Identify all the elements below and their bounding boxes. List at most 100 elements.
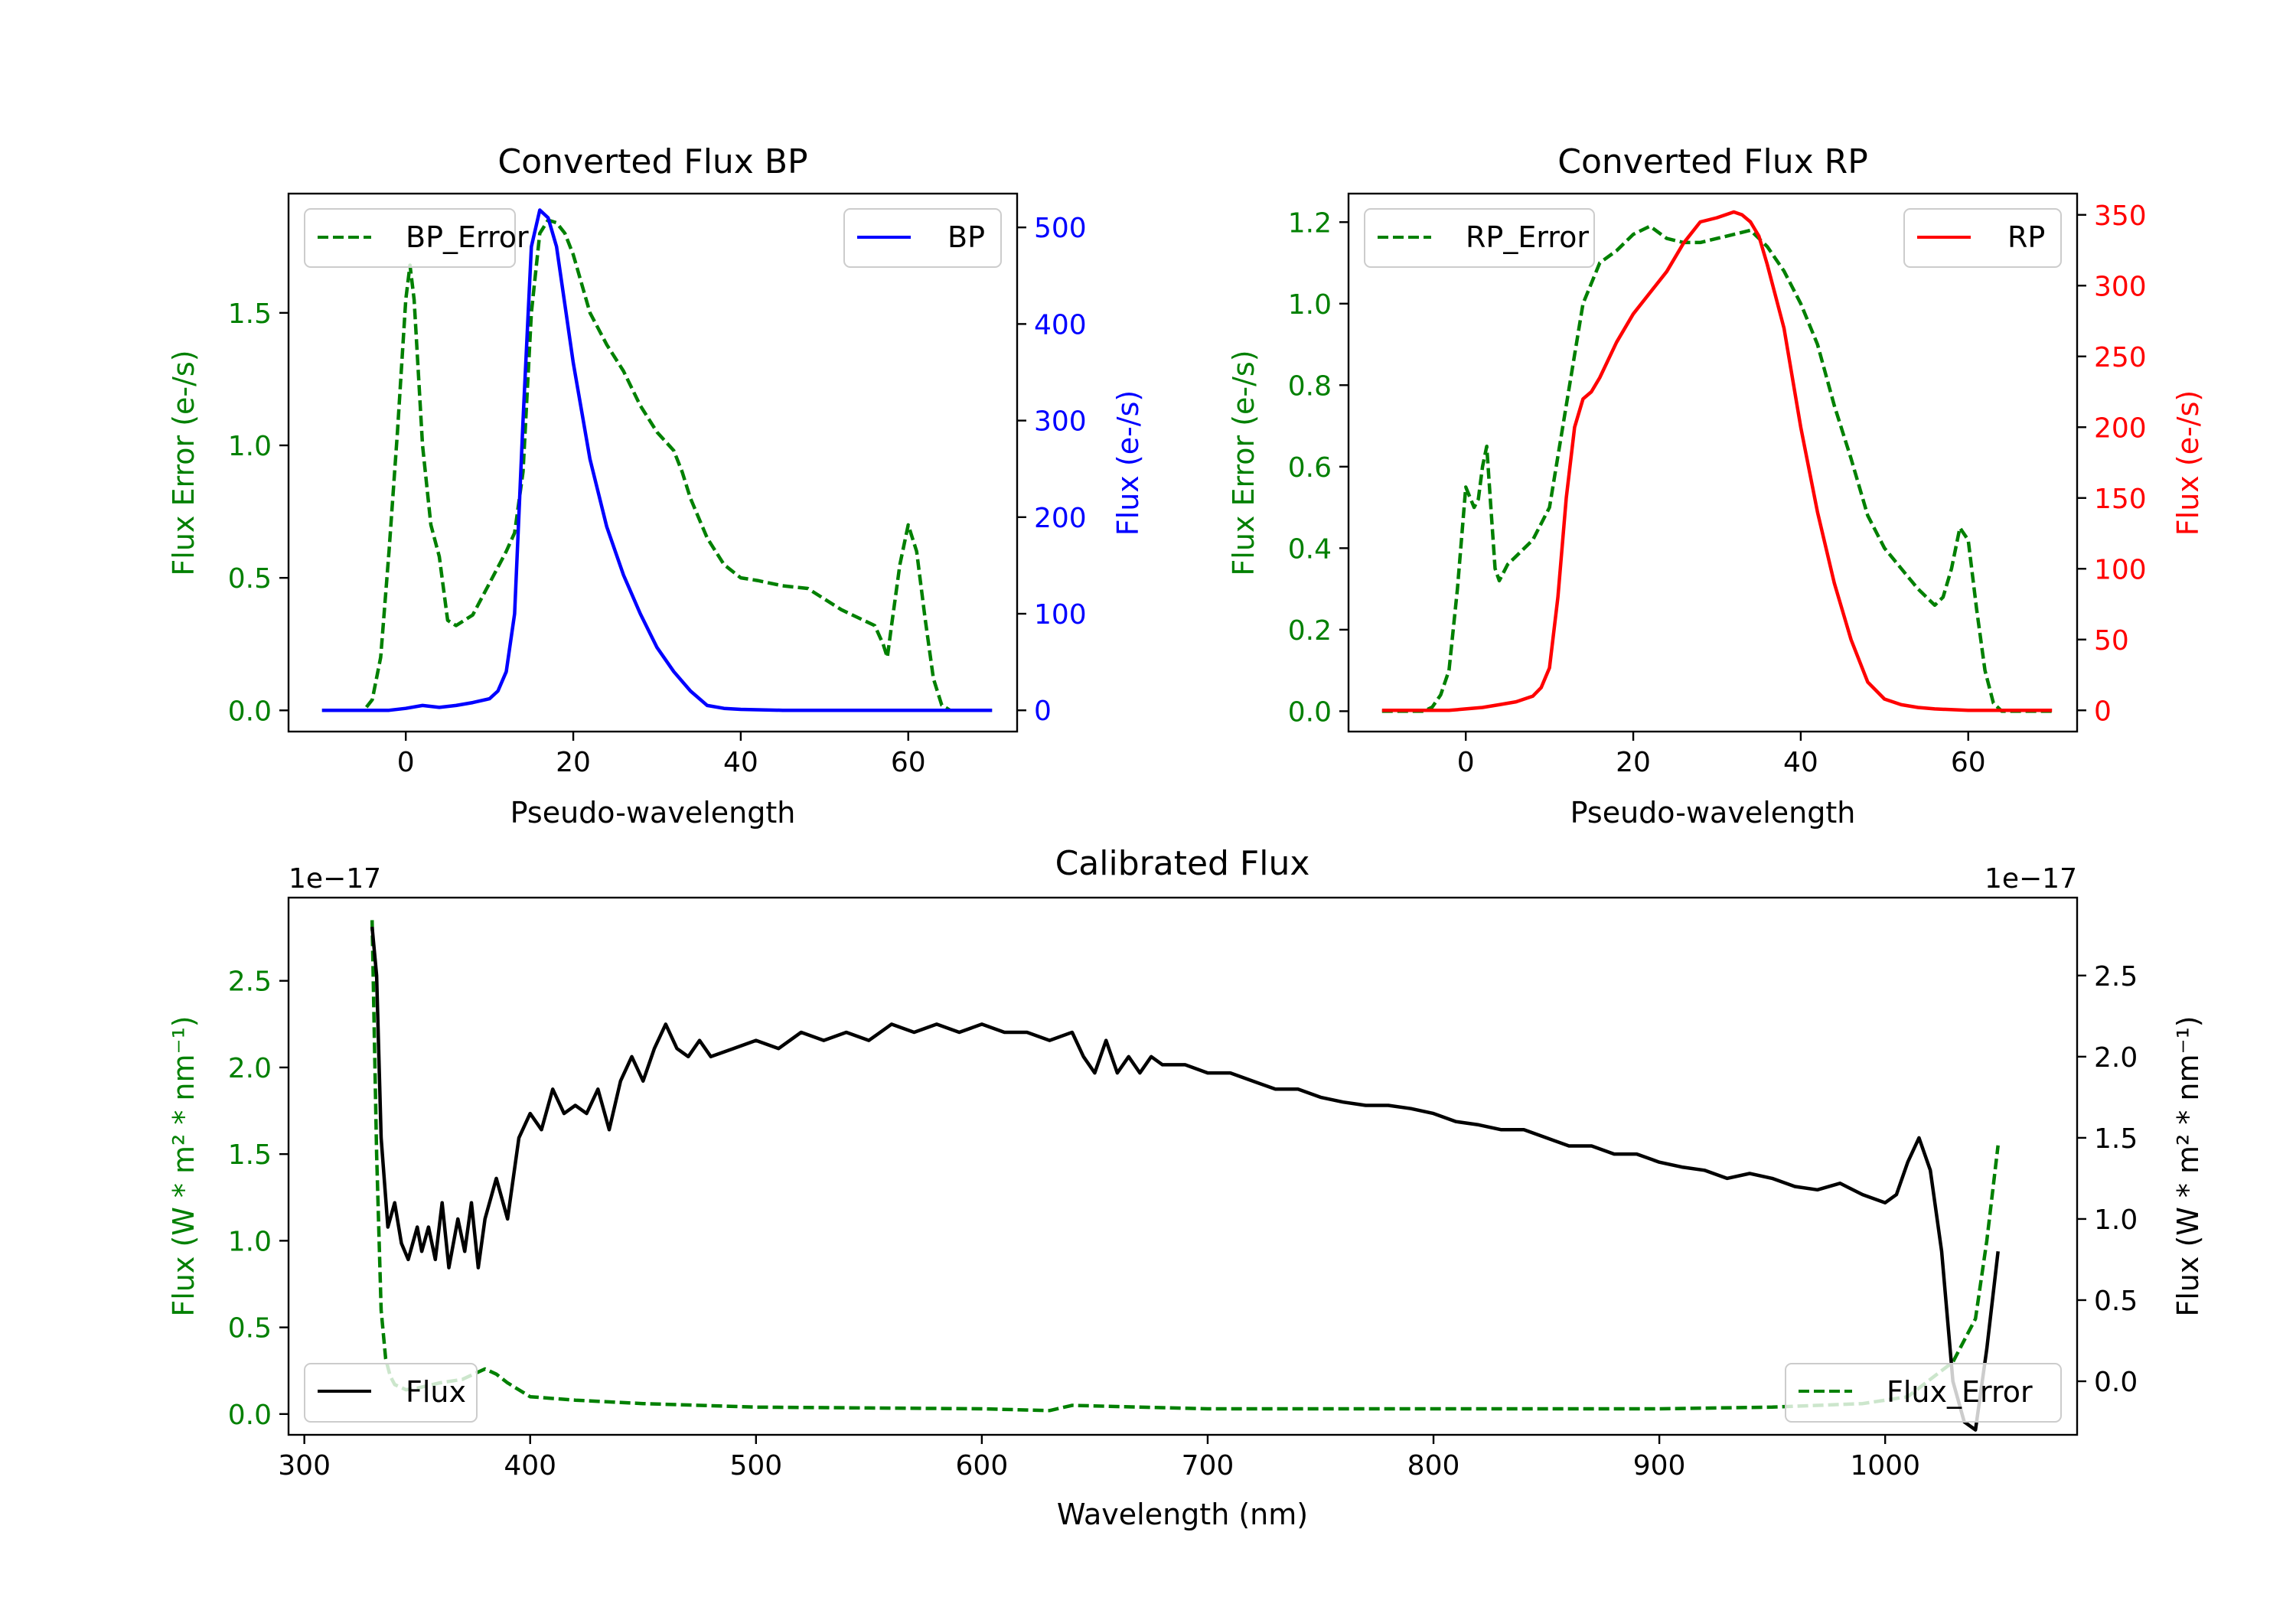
rp-left-tick-label: 0.2 [1288, 615, 1332, 647]
bp-right-tick-label: 500 [1034, 213, 1087, 244]
bp-x-axis-label: Pseudo-wavelength [510, 796, 796, 830]
bp-left-axis-label: Flux Error (e-/s) [167, 350, 201, 575]
rp-right-tick-label: 150 [2094, 484, 2147, 515]
cal-right-tick-label: 0.5 [2094, 1286, 2138, 1317]
bp-legend-flux: BP [843, 208, 1002, 268]
panel-calibrated-chart: Calibrated Flux 1e−17 1e−17 300 400 500 600… [167, 844, 2205, 1531]
rp-x-tick-label: 20 [1616, 747, 1651, 778]
cal-plot-frame [287, 896, 2079, 1436]
bp-x-ticks: 0 20 40 60 [397, 732, 926, 778]
bp-right-tick-label: 400 [1034, 309, 1087, 341]
cal-left-tick-label: 1.0 [228, 1226, 272, 1257]
cal-x-tick-label: 400 [504, 1450, 556, 1482]
cal-x-ticks: 300 400 500 600 700 800 900 1000 [278, 1435, 1920, 1482]
cal-right-offset-label: 1e−17 [1985, 863, 2077, 895]
cal-right-tick-label: 1.5 [2094, 1123, 2138, 1155]
rp-legend-error-label: RP_Error [1466, 220, 1589, 254]
bp-title: Converted Flux BP [497, 142, 807, 181]
rp-right-tick-label: 0 [2094, 696, 2112, 727]
cal-series-flux-line [370, 926, 2000, 1432]
cal-legend-error: Flux_Error [1785, 1363, 2062, 1423]
rp-right-ticks: 0 50 100 150 200 250 300 350 [2077, 200, 2147, 727]
cal-x-tick-label: 500 [729, 1450, 782, 1482]
bp-series-bp-line [321, 208, 993, 712]
rp-left-tick-label: 1.2 [1288, 207, 1332, 239]
bp-left-tick-label: 1.5 [228, 298, 272, 330]
cal-x-tick-label: 900 [1633, 1450, 1686, 1482]
rp-left-tick-label: 0.8 [1288, 370, 1332, 402]
bp-right-tick-label: 0 [1034, 696, 1052, 727]
cal-title: Calibrated Flux [1055, 844, 1310, 883]
cal-legend-flux-label: Flux [406, 1375, 466, 1409]
rp-right-tick-label: 200 [2094, 412, 2147, 444]
rp-left-tick-label: 1.0 [1288, 289, 1332, 321]
rp-right-tick-label: 350 [2094, 200, 2147, 232]
cal-left-tick-label: 0.0 [228, 1400, 272, 1431]
rp-right-tick-label: 250 [2094, 342, 2147, 373]
cal-right-tick-label: 2.5 [2094, 961, 2138, 993]
cal-legend-flux: Flux [304, 1363, 478, 1423]
bp-plot-frame [287, 192, 1019, 733]
cal-left-tick-label: 2.5 [228, 966, 272, 998]
cal-left-tick-label: 0.5 [228, 1313, 272, 1345]
cal-left-offset-label: 1e−17 [289, 863, 381, 895]
bp-right-tick-label: 100 [1034, 599, 1087, 631]
cal-x-axis-label: Wavelength (nm) [1057, 1498, 1308, 1531]
rp-legend-flux: RP [1903, 208, 2062, 268]
rp-left-tick-label: 0.0 [1288, 696, 1332, 728]
bp-x-tick-label: 0 [397, 747, 415, 778]
rp-right-tick-label: 300 [2094, 271, 2147, 302]
rp-series-rp-line [1381, 210, 2053, 712]
rp-x-ticks: 0 20 40 60 [1457, 732, 1986, 778]
cal-right-axis-label: Flux (W * m² * nm⁻¹) [2171, 1015, 2205, 1316]
bp-x-tick-label: 60 [891, 747, 926, 778]
rp-x-tick-label: 60 [1951, 747, 1986, 778]
rp-legend-error: RP_Error [1364, 208, 1595, 268]
bp-left-tick-label: 1.0 [228, 431, 272, 462]
bp-legend-error-label: BP_Error [406, 220, 529, 254]
rp-left-tick-label: 0.6 [1288, 452, 1332, 484]
cal-x-tick-label: 1000 [1850, 1450, 1920, 1482]
bp-right-axis-label: Flux (e-/s) [1111, 390, 1145, 536]
bp-legend-flux-label: BP [947, 220, 985, 254]
cal-x-tick-label: 300 [278, 1450, 331, 1482]
cal-x-tick-label: 700 [1182, 1450, 1234, 1482]
cal-right-tick-label: 2.0 [2094, 1042, 2138, 1074]
rp-right-axis-label: Flux (e-/s) [2171, 390, 2205, 536]
rp-series-layer [1381, 210, 2053, 713]
rp-x-axis-label: Pseudo-wavelength [1570, 796, 1856, 830]
cal-left-tick-label: 1.5 [228, 1139, 272, 1171]
rp-x-tick-label: 0 [1457, 747, 1475, 778]
panel-bp-chart: Converted Flux BP 0 20 40 60 0.0 0.5 1.0 1.5 0… [167, 142, 1145, 830]
rp-right-tick-label: 100 [2094, 554, 2147, 585]
rp-left-tick-label: 0.4 [1288, 533, 1332, 565]
bp-left-ticks: 0.0 0.5 1.0 1.5 [228, 298, 289, 727]
bp-left-tick-label: 0.5 [228, 563, 272, 595]
bp-series-layer [321, 208, 993, 712]
bp-legend-error: BP_Error [304, 208, 529, 268]
bp-right-tick-label: 200 [1034, 503, 1087, 534]
rp-left-ticks: 0.0 0.2 0.4 0.6 0.8 1.0 1.2 [1288, 207, 1349, 728]
bp-x-tick-label: 20 [556, 747, 591, 778]
bp-x-tick-label: 40 [723, 747, 758, 778]
cal-x-tick-label: 800 [1407, 1450, 1460, 1482]
rp-legend-flux-label: RP [2007, 220, 2045, 254]
cal-left-tick-label: 2.0 [228, 1053, 272, 1084]
cal-left-ticks: 0.0 0.5 1.0 1.5 2.0 2.5 [228, 966, 289, 1431]
bp-right-tick-label: 300 [1034, 406, 1087, 438]
cal-left-axis-label: Flux (W * m² * nm⁻¹) [167, 1015, 201, 1316]
rp-title: Converted Flux RP [1557, 142, 1868, 181]
rp-x-tick-label: 40 [1783, 747, 1818, 778]
bp-series-bp-error-line [321, 218, 993, 712]
cal-x-tick-label: 600 [956, 1450, 1009, 1482]
cal-right-tick-label: 1.0 [2094, 1204, 2138, 1236]
bp-right-ticks: 0 100 200 300 400 500 [1017, 213, 1087, 727]
rp-right-tick-label: 50 [2094, 625, 2129, 657]
rp-plot-frame [1347, 192, 2079, 733]
cal-legend-error-label: Flux_Error [1887, 1375, 2033, 1409]
cal-right-tick-label: 0.0 [2094, 1367, 2138, 1398]
rp-left-axis-label: Flux Error (e-/s) [1227, 350, 1261, 575]
cal-right-ticks: 0.0 0.5 1.0 1.5 2.0 2.5 [2077, 961, 2138, 1398]
panel-rp-chart: Converted Flux RP 0 20 40 60 0.00.20.40.60.… [1227, 142, 2205, 830]
